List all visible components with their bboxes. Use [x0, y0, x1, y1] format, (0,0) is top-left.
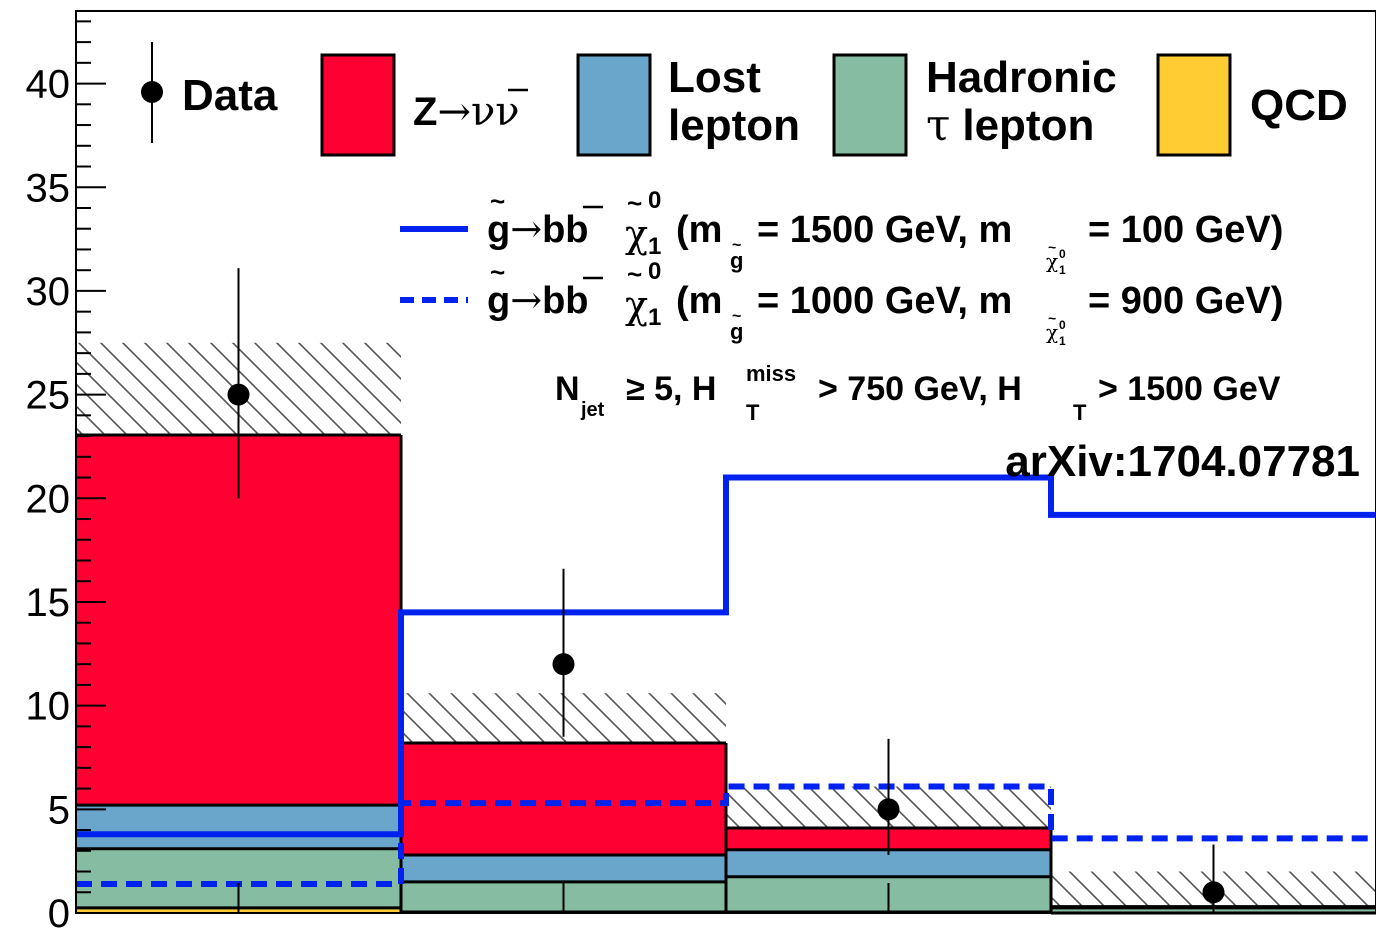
sel-ht2-sub: T: [1073, 400, 1087, 425]
sel-geq: ≥ 5, H: [626, 370, 716, 408]
sig1-gluino-tilde: ~: [490, 186, 505, 216]
sig1-sub-chi: χ: [1046, 249, 1058, 273]
legend-data: Data: [141, 42, 278, 143]
plot-frame: [75, 10, 1376, 914]
legend-hadronic-tau: Hadronic τ lepton: [832, 53, 1117, 157]
sel-ht-sub: T: [746, 400, 760, 425]
bar-lost-lepton-bin-1: [76, 805, 401, 849]
data-points-layer: [227, 268, 1225, 913]
sig2-bb: bb: [542, 280, 588, 322]
sig1-arrow: →: [510, 207, 542, 251]
legend-hadronic-tau-symbol: τ: [926, 100, 950, 151]
legend-signal-2: g→bb ~ χ ~ 0 1 (m g ~ = 1000 GeV, m χ ~ …: [400, 257, 1283, 348]
data-point-bin-2: [552, 653, 575, 676]
legend-data-marker: [141, 81, 163, 103]
sig2-mid: = 1000 GeV, m: [757, 280, 1012, 322]
y-tick-label-0: 0: [48, 892, 70, 933]
sig1-sub-chi-sup: 0: [1059, 247, 1066, 261]
sel-ht-sup: miss: [746, 361, 796, 386]
sig2-sub-chi-sub: 1: [1059, 334, 1066, 348]
y-tick-label-10: 10: [26, 685, 71, 729]
legend-znunu: Z→νν: [320, 53, 528, 157]
sig1-bb: bb: [542, 209, 588, 251]
sig1-chi: χ: [625, 212, 648, 256]
bar-lost-lepton-bin-2: [401, 854, 726, 882]
data-point-bin-1: [227, 383, 250, 406]
legend-znunu-arrow: →: [437, 89, 471, 135]
selection-text: N jet ≥ 5, H miss T > 750 GeV, H T > 150…: [555, 361, 1281, 425]
sig2-sub-g: g: [730, 319, 743, 344]
legend-znunu-z: Z: [413, 90, 437, 134]
legend-hadronic-tau-line2: lepton: [962, 101, 1094, 150]
sig1-mid: = 1500 GeV, m: [757, 209, 1012, 251]
legend-qcd-label: QCD: [1250, 81, 1348, 130]
sig2-end: = 900 GeV): [1088, 280, 1283, 322]
legend: Data Z→νν Lost lepton Hadronic τ lepton Q…: [141, 42, 1348, 157]
y-tick-label-40: 40: [26, 63, 71, 107]
svg-text:Z→νν: Z→νν: [413, 89, 520, 135]
sel-end: > 1500 GeV: [1098, 370, 1281, 408]
signal-lines-layer: [76, 474, 1376, 887]
sig1-end: = 100 GeV): [1088, 209, 1283, 251]
legend-lost-lepton: Lost lepton: [576, 53, 800, 157]
bar-z--bin-2: [401, 742, 726, 855]
y-tick-label-35: 35: [26, 166, 71, 210]
y-tick-label-25: 25: [26, 374, 71, 418]
legend-znunu-swatch: [320, 53, 396, 157]
arxiv-label: arXiv:1704.07781: [1005, 437, 1360, 486]
signal-line-2: [76, 783, 1376, 887]
legend-signal-1: g→bb ~ χ ~ 0 1 (m g ~ = 1500 GeV, m χ ~ …: [400, 186, 1283, 277]
legend-qcd: QCD: [1156, 53, 1348, 157]
sig2-sub-chi: χ: [1046, 320, 1058, 344]
sig1-chi-sub: 1: [648, 233, 661, 260]
sig2-chi: χ: [625, 283, 648, 327]
sel-n: N: [555, 370, 580, 408]
y-tick-label-5: 5: [48, 788, 70, 832]
sig1-sub-g-tilde: ~: [732, 237, 741, 254]
y-tick-label-20: 20: [26, 477, 71, 521]
y-tick-label-15: 15: [26, 581, 71, 625]
legend-data-label: Data: [182, 71, 278, 120]
sig2-open-m: (m: [676, 280, 722, 322]
y-tick-label-30: 30: [26, 270, 71, 314]
sig2-arrow: →: [510, 278, 542, 322]
legend-qcd-swatch: [1156, 53, 1232, 157]
y-axis: 0 5 10 15 20 25 30 35 40: [26, 20, 106, 933]
sig1-sub-chi-sub: 1: [1059, 263, 1066, 277]
svg-text:g→bb: g→bb: [487, 207, 589, 251]
sig1-chi-sup: 0: [648, 187, 661, 214]
sig2-chi-sup: 0: [648, 258, 661, 285]
legend-lost-lepton-line2: lepton: [668, 101, 800, 150]
sig2-gluino-tilde: ~: [490, 257, 505, 287]
svg-text:g→bb: g→bb: [487, 278, 589, 322]
sig2-chi-sub: 1: [648, 304, 661, 331]
sig1-open-m: (m: [676, 209, 722, 251]
sig1-chi-tilde: ~: [627, 188, 642, 218]
sig2-chi-tilde: ~: [627, 259, 642, 289]
legend-hadronic-tau-swatch: [832, 53, 908, 157]
legend-lost-lepton-line1: Lost: [668, 53, 761, 102]
legend-lost-lepton-swatch: [576, 53, 652, 157]
signal-line-1: [76, 474, 1376, 838]
sig2-sub-chi-sup: 0: [1059, 318, 1066, 332]
sig2-sub-chi-tilde: ~: [1048, 310, 1056, 326]
sig1-sub-chi-tilde: ~: [1048, 239, 1056, 255]
data-point-bin-3: [877, 798, 900, 821]
sig1-gluino: g: [487, 209, 510, 251]
sig1-sub-g: g: [730, 248, 743, 273]
sel-mid: > 750 GeV, H: [818, 370, 1022, 408]
legend-hadronic-tau-line1: Hadronic: [926, 53, 1117, 102]
legend-znunu-nu: νν: [471, 89, 520, 135]
sig2-gluino: g: [487, 280, 510, 322]
sel-n-sub: jet: [580, 399, 605, 421]
sig2-sub-g-tilde: ~: [732, 308, 741, 325]
